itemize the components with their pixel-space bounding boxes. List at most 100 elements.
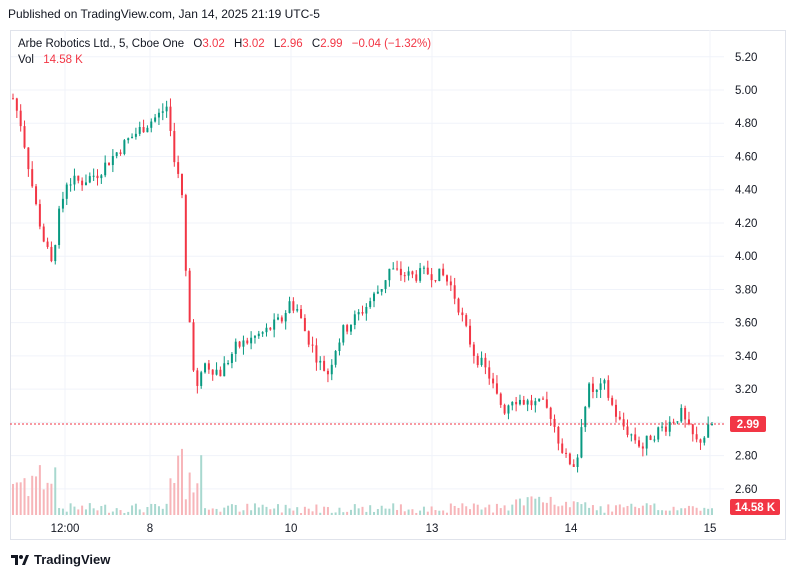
price-tick-label: 2.80 (735, 451, 757, 463)
volume-bar (553, 504, 556, 515)
candle-body (607, 380, 610, 398)
volume-bar (526, 497, 529, 515)
legend-volume-row: Vol 14.58 K (18, 52, 431, 68)
candle-body (134, 133, 137, 137)
volume-bar (707, 508, 710, 515)
volume-bar (346, 511, 349, 515)
candle-body (234, 341, 237, 354)
volume-bar (123, 512, 126, 515)
volume-bar (323, 506, 326, 515)
volume-bar (177, 455, 180, 515)
volume-bar (96, 510, 99, 515)
volume-bar (492, 512, 495, 515)
candle-body (265, 327, 268, 333)
volume-bar (638, 508, 641, 515)
footer-brand[interactable]: TradingView (10, 552, 110, 567)
volume-bar (234, 504, 237, 515)
volume-bar (288, 508, 291, 515)
volume-bar (230, 504, 233, 515)
volume-bar (515, 499, 518, 515)
volume-bar (257, 507, 260, 515)
volume-bar (273, 508, 276, 515)
volume-bar (50, 483, 53, 515)
candle-body (664, 426, 667, 432)
candle-body (507, 405, 510, 414)
candle-body (50, 246, 53, 262)
candle-body (361, 312, 364, 314)
volume-bar (77, 509, 80, 515)
volume-bar (154, 504, 157, 515)
volume-bar (161, 508, 164, 515)
candle-body (180, 173, 183, 196)
candle-body (31, 169, 34, 187)
volume-bar (607, 504, 610, 515)
time-tick-label: 8 (147, 523, 153, 535)
volume-bar (430, 506, 433, 515)
volume-bar (484, 507, 487, 515)
volume-bar (296, 507, 299, 515)
volume-bar (134, 503, 137, 515)
candle-body (419, 268, 422, 281)
candle-body (672, 421, 675, 423)
time-tick-label: 13 (426, 523, 439, 535)
candle-body (261, 332, 264, 334)
volume-bar (645, 503, 648, 515)
volume-bar (207, 509, 210, 515)
candle-body (19, 110, 22, 127)
volume-bar (438, 510, 441, 515)
candle-body (680, 407, 683, 422)
candle-body (142, 127, 145, 133)
volume-bar (376, 509, 379, 515)
volume-bar (253, 503, 256, 515)
candle-body (81, 180, 84, 186)
volume-bar (576, 502, 579, 515)
candle-body (161, 111, 164, 113)
candle-body (230, 353, 233, 364)
volume-bar (104, 504, 107, 515)
candle-body (407, 271, 410, 276)
candle-body (223, 363, 226, 377)
volume-bar (472, 503, 475, 515)
candle-body (518, 399, 521, 405)
candle-body (346, 325, 349, 332)
volume-bar (545, 502, 548, 515)
candle-body (376, 291, 379, 294)
volume-bar (614, 505, 617, 515)
candle-body (595, 389, 598, 392)
candle-body (246, 340, 249, 344)
volume-bar (411, 509, 414, 515)
volume-bar (649, 505, 652, 515)
volume-bar (603, 512, 606, 515)
candle-body (415, 274, 418, 281)
candle-body (323, 360, 326, 371)
candle-body (630, 434, 633, 436)
candle-body (115, 152, 118, 156)
volume-bar (680, 508, 683, 515)
brand-text: TradingView (34, 552, 111, 567)
candle-body (676, 421, 679, 423)
candle-body (211, 369, 214, 375)
volume-bar (530, 496, 533, 515)
volume-bar (699, 510, 702, 515)
volume-bar (250, 510, 253, 515)
price-tick-label: 4.40 (735, 185, 757, 197)
candle-body (150, 121, 153, 128)
price-tick-label: 4.80 (735, 118, 757, 130)
candle-body (411, 271, 414, 275)
volume-bar (538, 496, 541, 515)
price-tick-label: 5.20 (735, 52, 757, 64)
candle-body (273, 319, 276, 330)
volume-bar (465, 506, 468, 515)
volume-bar (219, 511, 222, 515)
volume-bar (626, 505, 629, 515)
candle-body (303, 318, 306, 332)
volume-bar (211, 508, 214, 515)
candle-body (526, 400, 529, 405)
volume-bar (307, 508, 310, 515)
volume-bar (204, 508, 207, 515)
candle-body (649, 435, 652, 440)
close-label: C (311, 38, 321, 50)
candle-body (61, 198, 64, 209)
time-tick-label: 14 (565, 523, 578, 535)
